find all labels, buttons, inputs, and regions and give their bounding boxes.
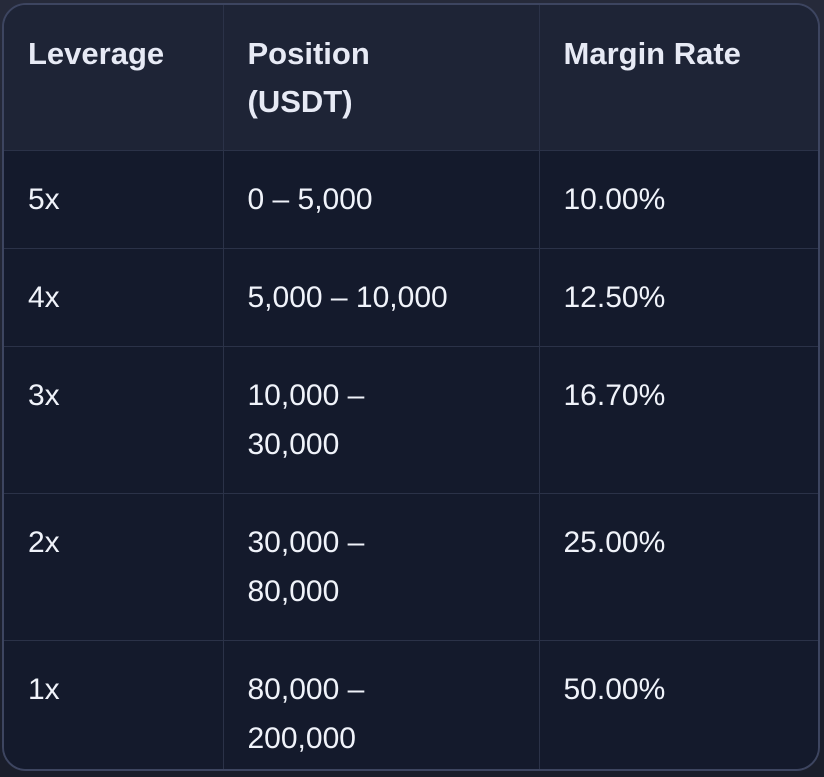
margin-rate-cell: 25.00% [539, 493, 818, 641]
position-cell: 10,000 – 30,000 [223, 346, 540, 494]
leverage-cell: 2x [4, 493, 224, 641]
position-cell: 0 – 5,000 [223, 150, 540, 249]
position-cell: 80,000 – 200,000 [223, 640, 540, 769]
position-cell: 30,000 – 80,000 [223, 493, 540, 641]
margin-rate-cell: 10.00% [539, 150, 818, 249]
margin-rate-cell: 12.50% [539, 248, 818, 347]
position-cell: 5,000 – 10,000 [223, 248, 540, 347]
leverage-cell: 1x [4, 640, 224, 769]
leverage-cell: 3x [4, 346, 224, 494]
table-row: 1x 80,000 – 200,000 50.00% [4, 640, 818, 769]
margin-rate-cell: 50.00% [539, 640, 818, 769]
leverage-cell: 4x [4, 248, 224, 347]
margin-rate-cell: 16.70% [539, 346, 818, 494]
column-header-leverage: Leverage [4, 5, 224, 151]
margin-rate-table: Leverage Position (USDT) Margin Rate 5x … [4, 5, 818, 769]
column-header-margin-rate: Margin Rate [539, 5, 818, 151]
column-header-position: Position (USDT) [223, 5, 540, 151]
leverage-cell: 5x [4, 150, 224, 249]
table-row: 5x 0 – 5,000 10.00% [4, 150, 818, 249]
table-row: 4x 5,000 – 10,000 12.50% [4, 248, 818, 347]
table-row: 2x 30,000 – 80,000 25.00% [4, 493, 818, 641]
margin-rate-table-card: Leverage Position (USDT) Margin Rate 5x … [2, 3, 820, 771]
table-row: 3x 10,000 – 30,000 16.70% [4, 346, 818, 494]
header-row: Leverage Position (USDT) Margin Rate [4, 5, 818, 151]
